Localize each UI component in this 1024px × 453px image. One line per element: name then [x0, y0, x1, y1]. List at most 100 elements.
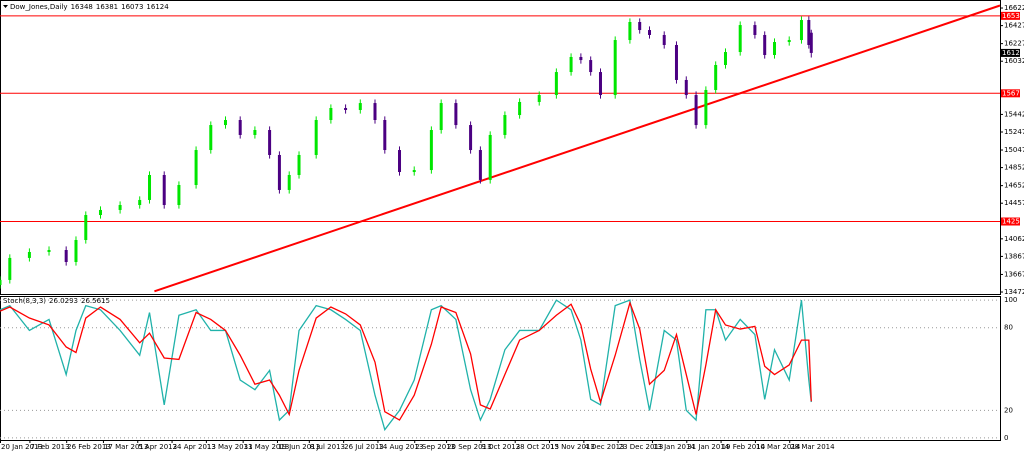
candle-body [674, 44, 678, 80]
candle-body [398, 150, 402, 173]
candle-body [478, 150, 482, 180]
x-tick-label: 23 Dec 2013 [619, 443, 664, 451]
candle-body [773, 42, 777, 55]
candle-body [469, 125, 473, 151]
candle-body [503, 115, 507, 135]
candle-body [383, 119, 387, 151]
x-tick-label: 31 May 2013 [244, 443, 290, 451]
candle-body [412, 170, 416, 173]
y-tick-label: 13867 [1004, 252, 1024, 260]
last-close: 16124 [146, 3, 169, 11]
main-panel-frame [0, 0, 1001, 295]
candle-body [807, 20, 811, 45]
x-tick-label: 26 Feb 2013 [67, 443, 111, 451]
y-tick-label: 14062 [1004, 235, 1024, 243]
candle-body [454, 103, 458, 126]
x-tick-label: 19 Jun 2013 [278, 443, 320, 451]
candle-body [787, 40, 791, 43]
x-tick-label: 7 Feb 2013 [30, 443, 69, 451]
x-tick-label: 4 Dec 2013 [584, 443, 624, 451]
candle-body [753, 25, 757, 35]
x-tick-label: 17 Mar 2013 [104, 443, 148, 451]
candle-body [554, 72, 558, 96]
symbol-title: Dow_Jones,Daily [10, 3, 68, 11]
candle-body [579, 56, 583, 61]
last-open: 16348 [71, 3, 93, 11]
stoch-title: Stoch(8,3,3) [3, 297, 46, 305]
y-tick-label: 16622 [1004, 4, 1024, 12]
x-tick-label: 13 May 2013 [207, 443, 253, 451]
candle-body [638, 21, 642, 31]
last-price-box [1001, 48, 1020, 57]
y-tick-label: 13472 [1004, 288, 1024, 296]
x-tick-label: 9 Oct 2013 [481, 443, 520, 451]
candle-body [253, 130, 257, 135]
stoch-main-last: 26.0293 [49, 297, 78, 305]
x-tick-label: 28 Mar 2014 [790, 443, 835, 451]
candle-body [662, 34, 666, 45]
candle-body [439, 103, 443, 131]
last-price-label: 16124 [1002, 49, 1024, 57]
x-tick-label: 24 Apr 2013 [173, 443, 216, 451]
stoch-line [0, 300, 812, 421]
candle-body [518, 101, 522, 116]
candle-body [694, 95, 698, 126]
candle-body [488, 134, 492, 180]
candle-body [799, 20, 803, 41]
x-tick-label: 8 Jul 2013 [310, 443, 345, 451]
candle-body [138, 199, 142, 206]
y-tick-label: 100 [1004, 296, 1017, 304]
candle-body [704, 89, 708, 126]
x-tick-label: 31 Jan 2014 [687, 443, 730, 451]
candle-body [162, 174, 166, 206]
candle-body [723, 52, 727, 66]
level-label: 16535 [1002, 12, 1024, 20]
y-tick-label: 15247 [1004, 128, 1024, 136]
candle-body [194, 150, 198, 186]
last-low: 16073 [121, 3, 143, 11]
trendline [154, 4, 1001, 293]
x-tick-label: 19 Feb 2014 [722, 443, 766, 451]
y-tick-label: 16032 [1004, 57, 1024, 65]
candle-body [64, 250, 68, 262]
candle-body [277, 154, 281, 190]
level-label-box [1001, 217, 1020, 226]
y-tick-label: 0 [1004, 434, 1008, 442]
chart-header: Dow_Jones,Daily 16348 16381 16073 16124 [10, 3, 169, 11]
candle-body [628, 21, 632, 41]
candle-body [177, 185, 181, 206]
candle-body [358, 103, 362, 110]
candle-body [373, 103, 377, 120]
stoch-line [0, 299, 812, 432]
candle-body [589, 60, 593, 73]
candle-body [84, 215, 88, 240]
candle-body [344, 108, 348, 110]
candle-body [314, 119, 318, 155]
level-label-box [1001, 89, 1020, 98]
x-tick-label: 15 Nov 2013 [550, 443, 595, 451]
x-tick-label: 13 Jan 2014 [653, 443, 696, 451]
candle-body [47, 250, 51, 252]
candle-body [238, 119, 242, 135]
x-tick-label: 28 Oct 2013 [516, 443, 559, 451]
candle-body [209, 125, 213, 151]
y-tick-label: 13667 [1004, 270, 1024, 278]
y-tick-label: 15442 [1004, 110, 1024, 118]
candle-body [8, 257, 12, 280]
candle-body [714, 65, 718, 90]
candle-body [648, 30, 652, 35]
stoch-panel-frame [0, 296, 1001, 441]
level-label: 14254 [1002, 218, 1024, 226]
x-tick-label: 14 Aug 2013 [378, 443, 423, 451]
candle-body [537, 95, 541, 102]
x-tick-label: 10 Mar 2014 [756, 443, 801, 451]
candle-body [297, 154, 301, 175]
candle-body [74, 239, 78, 262]
candle-body [329, 108, 333, 120]
candle-body [809, 32, 813, 53]
candle-body [738, 25, 742, 53]
level-label-box [1001, 11, 1020, 20]
menu-arrow [3, 5, 8, 8]
